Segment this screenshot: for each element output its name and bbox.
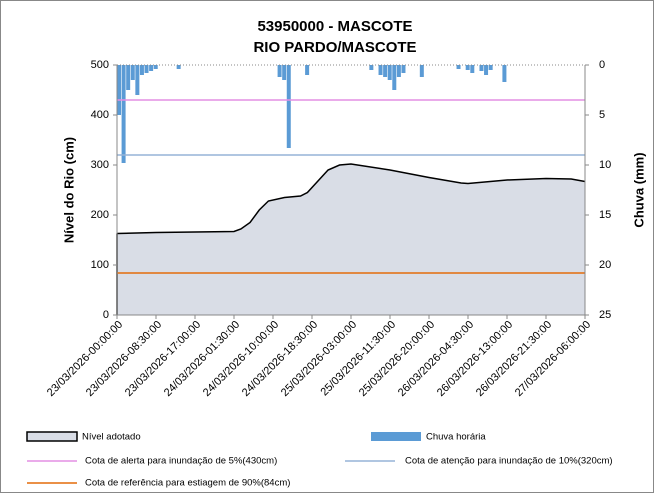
rain-bar xyxy=(139,65,144,75)
rain-bar xyxy=(484,65,489,75)
rain-bar xyxy=(378,65,383,75)
rain-bar xyxy=(392,65,397,90)
rain-bar xyxy=(488,65,493,70)
rain-bar xyxy=(456,65,461,69)
y2-axis-label: Chuva (mm) xyxy=(631,152,646,227)
y-tick-label: 500 xyxy=(91,59,109,71)
y2-tick-label: 10 xyxy=(599,159,611,171)
rain-bar xyxy=(149,65,154,71)
y2-tick-label: 15 xyxy=(599,209,611,221)
rain-bar xyxy=(135,65,140,95)
legend-label: Chuva horária xyxy=(426,432,486,443)
legend-label: Cota de referência para estiagem de 90%(… xyxy=(85,478,290,489)
rain-bar xyxy=(479,65,484,71)
rain-bar xyxy=(419,65,424,77)
rain-bar xyxy=(396,65,401,77)
area-line xyxy=(116,163,586,235)
y-tick-label: 400 xyxy=(91,109,109,121)
chart-title: RIO PARDO/MASCOTE xyxy=(253,39,416,56)
area-fill xyxy=(117,164,585,315)
rain-bar xyxy=(121,65,126,163)
rain-bar xyxy=(383,65,388,77)
y-axis-label: Nível do Rio (cm) xyxy=(61,137,76,243)
legend-label: Nível adotado xyxy=(82,432,141,443)
rain-bar xyxy=(465,65,470,70)
rain-bar xyxy=(502,65,507,82)
rain-bar xyxy=(117,65,121,115)
legend-swatch xyxy=(371,432,421,441)
legend-label: Cota de alerta para inundação de 5%(430c… xyxy=(85,456,277,467)
rain-bar xyxy=(286,65,291,148)
y2-tick-label: 25 xyxy=(599,309,611,321)
rain-bar xyxy=(401,65,406,73)
rain-bar xyxy=(282,65,287,80)
rain-bar xyxy=(305,65,310,75)
y2-tick-label: 5 xyxy=(599,109,605,121)
legend-swatch xyxy=(26,431,78,442)
rain-bar xyxy=(470,65,475,73)
legend-label: Cota de atenção para inundação de 10%(32… xyxy=(405,456,613,467)
y-tick-label: 200 xyxy=(91,209,109,221)
rain-bar xyxy=(176,65,181,69)
chart-title: 53950000 - MASCOTE xyxy=(257,18,412,35)
y2-tick-label: 20 xyxy=(599,259,611,271)
rain-bar xyxy=(369,65,374,70)
y2-tick-label: 0 xyxy=(599,59,605,71)
y-tick-label: 100 xyxy=(91,259,109,271)
rain-bar xyxy=(130,65,135,80)
rain-bar xyxy=(144,65,149,73)
rain-bar xyxy=(277,65,282,77)
y-tick-label: 300 xyxy=(91,159,109,171)
rain-bar xyxy=(153,65,158,69)
rain-bar xyxy=(126,65,131,90)
rain-bar xyxy=(387,65,392,80)
y-tick-label: 0 xyxy=(103,309,109,321)
